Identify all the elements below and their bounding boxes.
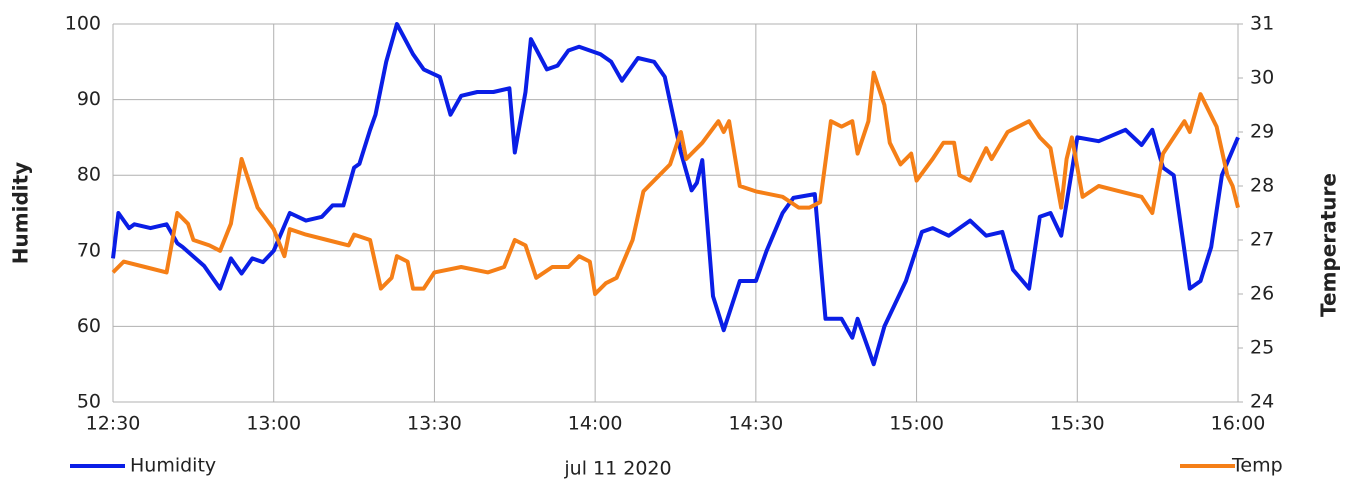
x-tick-label: 13:00: [246, 413, 301, 435]
legend-label: Humidity: [130, 455, 216, 477]
series-line: [111, 70, 1240, 296]
x-tick-label: 12:30: [86, 413, 141, 435]
y2-axis-title: Temperature: [1317, 173, 1341, 317]
y-tick-label: 90: [77, 88, 101, 110]
y2-tick-label: 30: [1250, 67, 1274, 89]
y2-tick-label: 26: [1250, 283, 1274, 305]
legend-label: Temp: [1231, 455, 1283, 477]
y2-tick-label: 29: [1250, 121, 1274, 143]
x-tick-label: 14:30: [728, 413, 783, 435]
y2-tick-label: 28: [1250, 175, 1274, 197]
y-tick-label: 60: [77, 315, 101, 337]
y2-tick-label: 25: [1250, 337, 1274, 359]
y-tick-label: 50: [77, 391, 101, 413]
x-axis-title: jul 11 2020: [563, 458, 671, 480]
y2-tick-label: 31: [1250, 13, 1274, 35]
y-tick-label: 70: [77, 239, 101, 261]
y2-tick-label: 24: [1250, 391, 1274, 413]
x-tick-label: 16:00: [1211, 413, 1266, 435]
x-tick-label: 15:00: [889, 413, 944, 435]
y-tick-label: 80: [77, 164, 101, 186]
x-tick-label: 15:30: [1050, 413, 1105, 435]
series-line: [111, 22, 1240, 367]
y-tick-label: 100: [65, 13, 101, 35]
x-tick-label: 14:00: [568, 413, 623, 435]
y2-tick-label: 27: [1250, 229, 1274, 251]
x-tick-label: 13:30: [407, 413, 462, 435]
y-axis-title: Humidity: [9, 162, 33, 264]
